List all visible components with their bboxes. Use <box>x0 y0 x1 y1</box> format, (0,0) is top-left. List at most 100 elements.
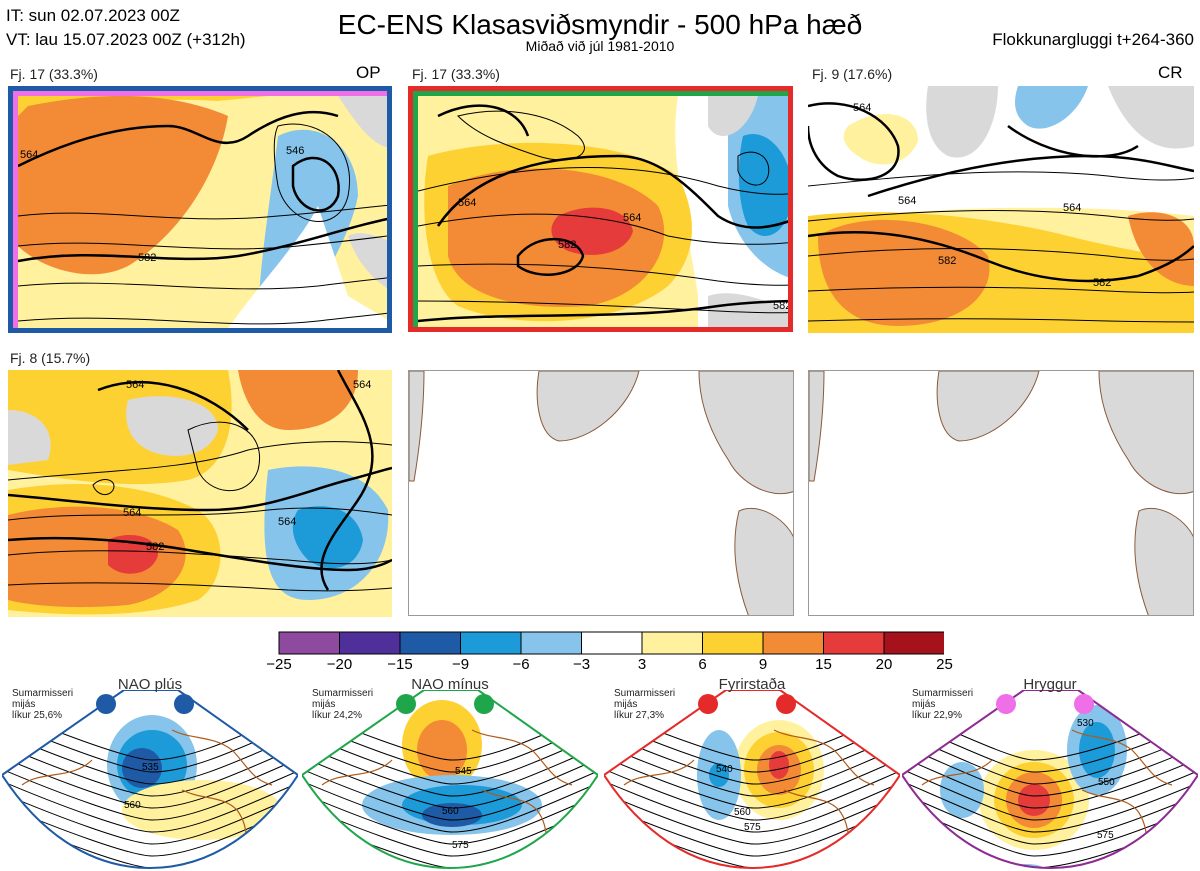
init-time: IT: sun 02.07.2023 00Z <box>6 6 180 25</box>
regime-contour-label: 560 <box>442 806 459 817</box>
height-contour <box>902 728 1198 785</box>
height-contour <box>302 752 598 809</box>
height-contour <box>302 764 598 821</box>
regime-info-line: líkur 24,2% <box>312 710 363 721</box>
panel-3-label: Fj. 9 (17.6%) <box>812 66 893 82</box>
anomaly-blob <box>422 803 482 827</box>
regime-contour-label: 535 <box>142 762 159 773</box>
colorbar-bin-5 <box>581 631 643 655</box>
anomaly-blob <box>709 763 729 787</box>
height-contour <box>604 728 900 785</box>
colorbar-tick: 9 <box>758 656 768 673</box>
panel-1-tag: OP <box>356 63 381 82</box>
regime-map: 540 560 575 <box>604 690 900 870</box>
height-contour <box>902 740 1198 797</box>
colorbar-tick: 6 <box>698 656 707 673</box>
height-contour <box>604 788 900 845</box>
anomaly-blob <box>417 720 467 780</box>
regime-name: NAO mínus <box>411 676 489 693</box>
height-contour <box>902 788 1198 845</box>
regime-contour-label: 545 <box>455 766 472 777</box>
page-title: EC-ENS Klasasviðsmyndir - 500 hPa hæð <box>337 9 863 40</box>
regime-contour-label: 550 <box>1098 777 1115 788</box>
panel-4-contour-564: 564 <box>123 507 141 519</box>
panel-3-tag: CR <box>1158 63 1183 82</box>
regime-info-line: líkur 27,3% <box>614 710 665 721</box>
regime-marker <box>396 694 416 714</box>
regime-info-line: mijás <box>614 699 638 710</box>
regime-info-line: Sumarmisseri <box>614 688 676 699</box>
panel-2-contour-582: 582 <box>558 239 576 251</box>
climate-reference: Miðað við júl 1981-2010 <box>525 38 675 54</box>
regime-info-line: mijás <box>312 699 336 710</box>
colorbar-bin-7 <box>702 631 764 655</box>
regime-contour-label: 560 <box>124 800 141 811</box>
regime-info: Sumarmisseri mijás líkur 24,2% <box>312 688 373 721</box>
anomaly-blob <box>1079 722 1115 778</box>
cluster-map-3[interactable]: 564 564 582 582 564 <box>808 86 1194 333</box>
regime-frame <box>2 690 298 870</box>
regime-info: Sumarmisseri mijás líkur 22,9% <box>912 688 973 721</box>
cluster-map-1-svg: 564 546 582 582 <box>13 91 387 333</box>
height-contour <box>604 776 900 833</box>
cluster-map-2[interactable]: 564 564 582 582 582 <box>408 86 793 332</box>
colorbar-tick: −15 <box>387 656 413 673</box>
regime-info-line: mijás <box>12 699 36 710</box>
height-contour <box>302 776 598 833</box>
panel-4-contour-564c: 564 <box>126 379 144 391</box>
colorbar-bin-9 <box>823 631 885 655</box>
colorbar-bin-3 <box>460 631 522 655</box>
height-contour <box>302 788 598 845</box>
height-contour <box>902 800 1198 857</box>
height-contour <box>604 764 900 821</box>
regime-info-line: Sumarmisseri <box>912 688 974 699</box>
classification-window: Flokkunargluggi t+264-360 <box>992 30 1194 49</box>
regime-map: 530 550 575 <box>902 690 1198 870</box>
colorbar <box>278 631 944 655</box>
panel-3-contour-582: 582 <box>938 255 956 267</box>
empty-map-1-svg <box>409 371 793 615</box>
cluster-map-4-svg: 564 564 582 564 564 <box>8 370 392 617</box>
valid-time: VT: lau 15.07.2023 00Z (+312h) <box>6 30 246 49</box>
height-contour <box>2 776 298 833</box>
panel-1-contour-582b: 582 <box>323 327 341 333</box>
regime-name: Fyrirstaða <box>718 676 786 693</box>
empty-map-2 <box>808 370 1194 616</box>
panel-4-label: Fj. 8 (15.7%) <box>10 350 91 366</box>
height-contour <box>902 764 1198 821</box>
colorbar-bin-4 <box>520 631 582 655</box>
regime-contour-label: 560 <box>734 807 751 818</box>
regime-frame <box>302 690 598 870</box>
cluster-map-1[interactable]: 564 546 582 582 <box>8 86 392 333</box>
height-contour <box>302 728 598 785</box>
panel-4-contour-564b: 564 <box>278 516 296 528</box>
anomaly-blob <box>122 748 162 788</box>
colorbar-tick: 25 <box>936 656 953 673</box>
height-contour <box>604 740 900 797</box>
colorbar-tick: 3 <box>637 656 647 673</box>
regime-contour-label: 575 <box>1097 830 1114 841</box>
colorbar-bin-0 <box>278 631 340 655</box>
height-contour <box>604 752 900 809</box>
panel-2-contour-582c: 582 <box>628 327 646 332</box>
height-contour <box>2 764 298 821</box>
panel-1-contour-582: 582 <box>138 252 156 264</box>
height-contour <box>902 776 1198 833</box>
panel-2-contour-564: 564 <box>458 197 476 209</box>
cluster-map-4[interactable]: 564 564 582 564 564 <box>8 370 392 617</box>
height-contour <box>2 752 298 809</box>
regime-contour-label: 530 <box>1077 718 1094 729</box>
height-contour <box>2 788 298 845</box>
regime-info: Sumarmisseri mijás líkur 25,6% <box>12 688 73 721</box>
regime-marker <box>996 694 1016 714</box>
panel-1-contour-564: 564 <box>20 149 38 161</box>
panel-3-contour-564b: 564 <box>1063 202 1081 214</box>
colorbar-bin-6 <box>641 631 703 655</box>
height-contour <box>302 740 598 797</box>
regime-info-line: mijás <box>912 699 936 710</box>
regime-name: NAO plús <box>117 676 183 693</box>
empty-map-2-svg <box>809 371 1193 615</box>
colorbar-bin-10 <box>883 631 944 655</box>
regime-marker <box>174 694 194 714</box>
regime-contour-label: 575 <box>452 840 469 851</box>
